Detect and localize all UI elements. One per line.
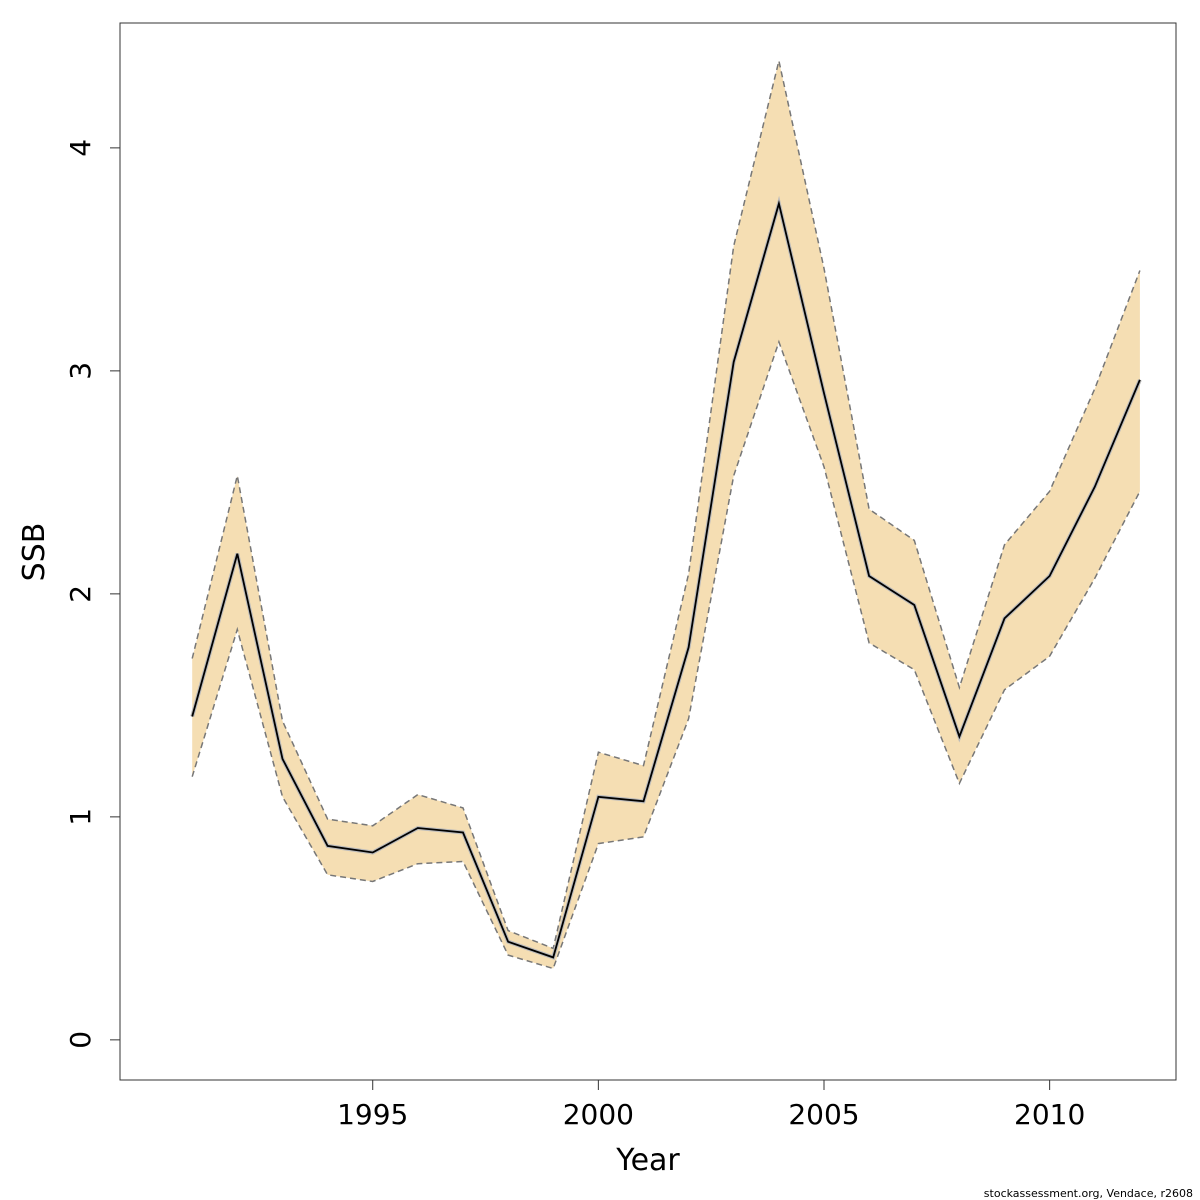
y-axis-title: SSB	[17, 523, 52, 582]
series-lines-group	[190, 60, 1142, 970]
credit-note: stockassessment.org, Vendace, r2608	[984, 1187, 1193, 1200]
x-tick-label: 1995	[337, 1098, 408, 1131]
y-tick-label: 2	[64, 585, 97, 603]
y-tick-label: 3	[64, 362, 97, 380]
y-tick-label: 0	[64, 1031, 97, 1049]
x-tick-label: 2010	[1014, 1098, 1085, 1131]
x-tick-label: 2005	[788, 1098, 859, 1131]
x-axis: 1995 2000 2005 2010	[337, 1079, 1085, 1131]
x-axis-title: Year	[615, 1143, 680, 1178]
estimate-line	[191, 200, 1141, 959]
y-tick-label: 1	[64, 808, 97, 826]
x-tick-label: 2000	[563, 1098, 634, 1131]
lower-bound-line	[191, 339, 1141, 970]
confidence-band-group	[192, 60, 1140, 969]
y-axis: 0 1 2 3 4	[64, 139, 121, 1049]
upper-bound-line	[191, 60, 1141, 950]
confidence-band	[192, 60, 1140, 969]
y-tick-label: 4	[64, 139, 97, 157]
